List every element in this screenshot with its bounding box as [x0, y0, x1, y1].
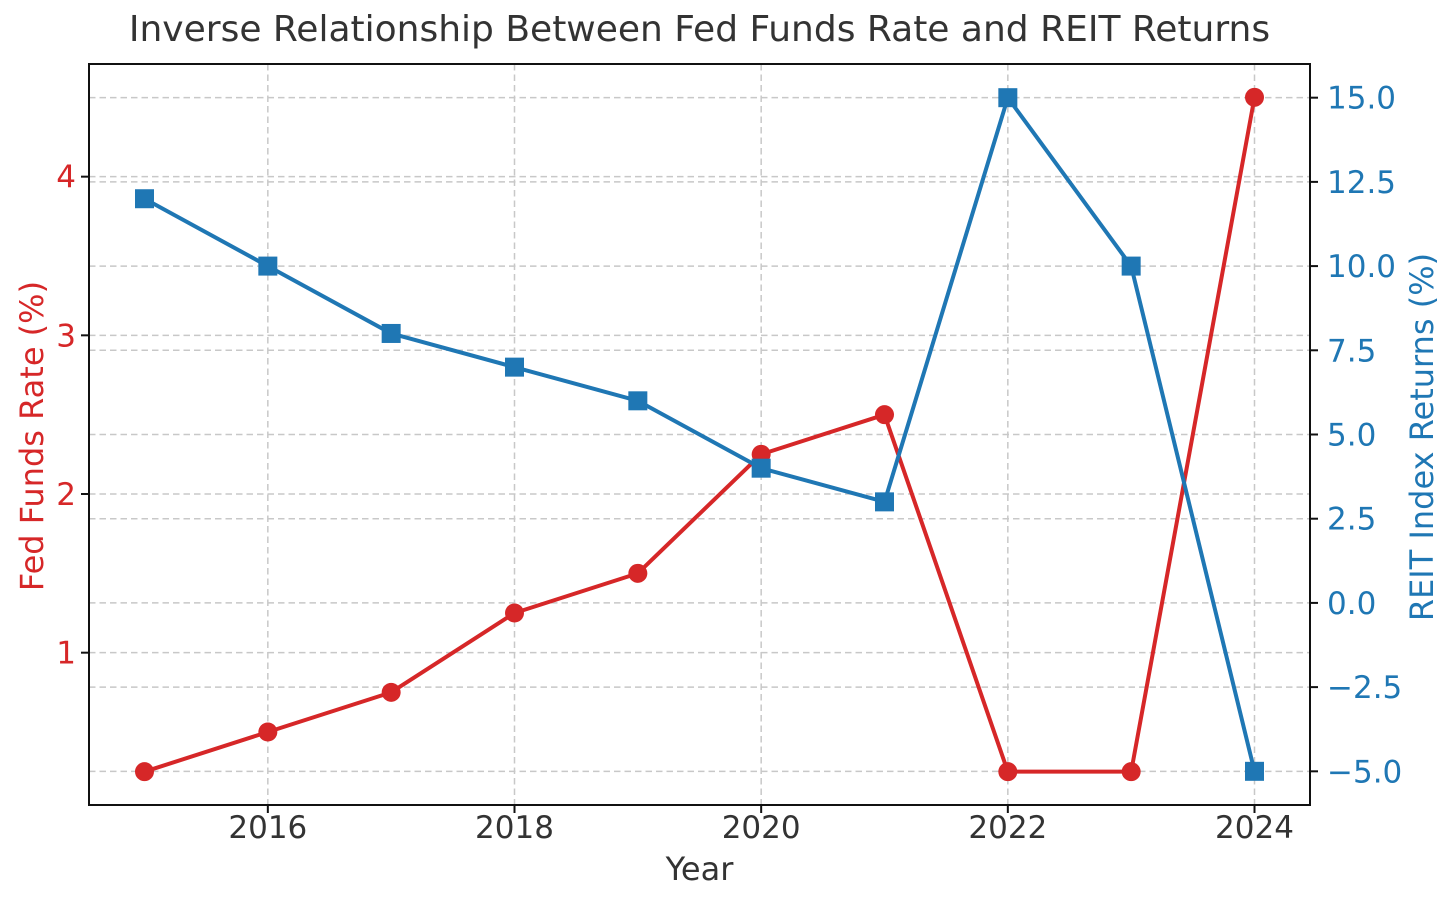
x-axis-label: Year	[665, 850, 734, 888]
right-tick-label: 2.5	[1327, 502, 1376, 538]
fed-funds-rate-marker-2021	[875, 405, 894, 425]
reit-index-returns-marker-2023	[1121, 256, 1141, 276]
x-tick-label: 2018	[475, 810, 554, 846]
right-tick-label: 7.5	[1327, 333, 1376, 369]
fed-funds-rate-marker-2016	[258, 722, 278, 742]
right-tick-label: 10.0	[1327, 249, 1396, 285]
reit-index-returns-marker-2021	[875, 492, 894, 512]
reit-index-returns-marker-2015	[135, 189, 154, 209]
right-tick-label: −2.5	[1327, 670, 1402, 706]
reit-index-returns-marker-2017	[381, 323, 401, 343]
fed-funds-rate-marker-2019	[628, 563, 648, 583]
reit-index-returns-marker-2022	[998, 88, 1018, 108]
reit-index-returns-marker-2016	[258, 256, 278, 276]
right-tick-label: 12.5	[1327, 165, 1396, 201]
reit-index-returns-line	[142, 95, 1257, 774]
right-y-axis-label: REIT Index Returns (%)	[1403, 252, 1441, 622]
right-tick-label: 15.0	[1327, 81, 1396, 117]
right-tick-label: −5.0	[1327, 754, 1402, 790]
fed-funds-rate-marker-2018	[505, 603, 524, 623]
left-tick-label: 2	[56, 477, 76, 513]
fed-funds-rate-marker-2015	[135, 762, 154, 782]
reit-index-returns-marker-2020	[751, 458, 771, 478]
chart-title: Inverse Relationship Between Fed Funds R…	[128, 9, 1271, 50]
x-tick-label: 2020	[722, 810, 801, 846]
reit-index-returns-marker-2024	[1245, 761, 1264, 781]
x-tick-label: 2016	[228, 810, 307, 846]
reit-index-returns-marker-2018	[505, 357, 524, 377]
fed-funds-rate-marker-2024	[1245, 87, 1264, 107]
left-tick-label: 4	[56, 160, 76, 196]
left-tick-label: 3	[56, 318, 76, 354]
left-y-axis-label: Fed Funds Rate (%)	[13, 280, 51, 592]
reit-index-returns-marker-2019	[628, 391, 648, 411]
x-tick-label: 2024	[1215, 810, 1294, 846]
right-tick-label: 5.0	[1327, 418, 1376, 454]
fed-funds-rate-marker-2017	[381, 682, 401, 702]
x-tick-label: 2022	[968, 810, 1047, 846]
right-tick-label: 0.0	[1327, 586, 1376, 622]
fed-funds-rate-marker-2022	[998, 762, 1018, 782]
fed-funds-rate-line	[142, 95, 1257, 774]
fed-funds-rate-marker-2023	[1121, 762, 1141, 782]
left-tick-label: 1	[56, 636, 76, 672]
